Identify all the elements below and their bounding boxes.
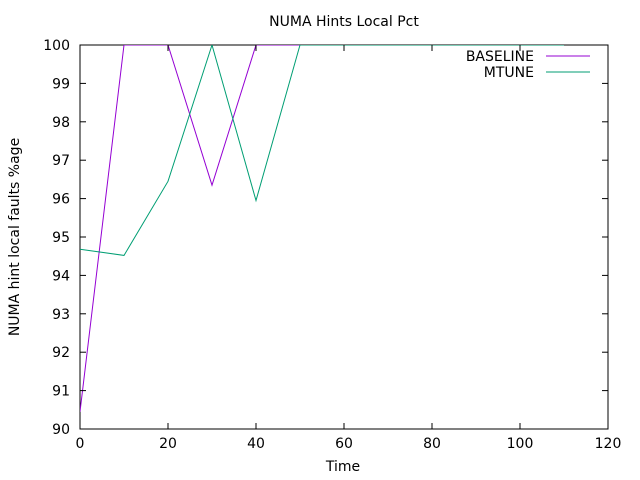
plot-frame (79, 44, 609, 430)
series-line-mtune (80, 45, 564, 256)
y-tick-label: 100 (43, 38, 70, 54)
y-tick-label: 96 (52, 192, 70, 208)
plot-border (79, 44, 609, 430)
legend-label-baseline: BASELINE (466, 49, 534, 65)
y-tick-label: 99 (52, 76, 70, 92)
legend-label-mtune: MTUNE (484, 65, 534, 81)
series-layer (80, 45, 564, 412)
y-tick-label: 91 (52, 384, 70, 400)
y-tick-label: 95 (52, 230, 70, 246)
x-tick-label: 120 (595, 436, 622, 452)
x-tick-label: 20 (159, 436, 177, 452)
y-axis-label: NUMA hint local faults %age (7, 138, 23, 336)
chart-title: NUMA Hints Local Pct (269, 14, 419, 30)
x-tick-label: 60 (335, 436, 353, 452)
x-tick-label: 100 (507, 436, 534, 452)
y-tick-label: 94 (52, 268, 70, 284)
series-line-baseline (80, 45, 564, 412)
y-tick-label: 98 (52, 115, 70, 131)
x-axis-label: Time (325, 459, 360, 475)
y-tick-label: 90 (52, 422, 70, 438)
x-tick-label: 40 (247, 436, 265, 452)
y-tick-label: 93 (52, 307, 70, 323)
x-tick-label: 80 (423, 436, 441, 452)
y-tick-label: 92 (52, 345, 70, 361)
ticks-layer: 0 20 40 60 80 100 120 90 91 92 93 94 95 96 97 98 99 100 (43, 38, 621, 452)
y-tick-label: 97 (52, 153, 70, 169)
x-tick-label: 0 (76, 436, 85, 452)
